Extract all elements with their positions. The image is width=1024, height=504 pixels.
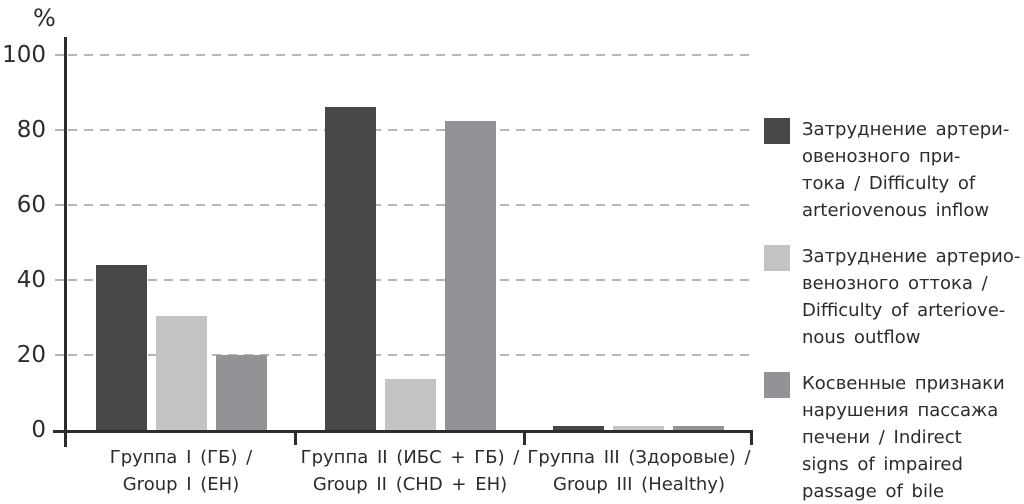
y-axis-tick-60	[55, 204, 65, 206]
legend-label-2: Затруднение артерио-венозного оттока / Di…	[802, 243, 1020, 351]
gridline-40	[68, 279, 753, 281]
bar-group2-series3	[445, 121, 496, 430]
legend-item-2: Затруднение артерио-венозного оттока / Di…	[764, 243, 1024, 351]
legend-item-3: Косвенные признаки нарушения пассажа печен…	[764, 370, 1024, 504]
x-category-label-3: Группа III (Здоровые) / Group III (Health…	[489, 444, 789, 498]
bar-group1-series2	[156, 316, 207, 430]
x-category-label-line: Группа III (Здоровые) /	[527, 447, 751, 468]
y-tick-label-60: 60	[16, 192, 46, 218]
x-axis-tick-2	[523, 433, 526, 445]
legend-label-line: arteriovenous inflow	[802, 200, 990, 221]
y-axis-tick-40	[55, 279, 65, 281]
legend-label-line: тока / Difficulty of	[802, 173, 976, 194]
y-tick-label-100: 100	[2, 42, 46, 68]
legend-label-line: печени / Indirect	[802, 427, 962, 448]
legend-swatch-3	[764, 372, 790, 398]
legend-swatch-1	[764, 118, 790, 144]
bar-group2-series1	[325, 107, 376, 430]
legend-label-line: nous outflow	[802, 327, 921, 348]
x-category-label-line: Group III (Healthy)	[553, 474, 725, 495]
x-category-label-line: Группа II (ИБС + ГБ) /	[300, 447, 520, 468]
x-category-label-line: Group II (CHD + EH)	[312, 474, 508, 495]
legend-label-line: венозного оттока /	[802, 273, 988, 294]
x-axis-line	[53, 430, 753, 433]
legend-item-1: Затруднение артери-овенозного при-тока /…	[764, 116, 1024, 224]
bar-group3-series1	[553, 426, 604, 430]
x-category-label-1: Группа I (ГБ) / Group I (EH)	[31, 444, 331, 498]
bar-group3-series2	[613, 426, 664, 430]
gridline-100	[68, 54, 753, 56]
legend-label-line: signs of impaired	[802, 454, 963, 475]
legend-label-line: Косвенные признаки	[802, 373, 1005, 394]
y-axis-tick-100	[55, 54, 65, 56]
legend-label-line: passage of bile	[802, 481, 945, 502]
y-axis-unit-label: %	[33, 4, 56, 32]
x-axis-tick-3	[750, 433, 753, 445]
y-tick-label-80: 80	[16, 117, 46, 143]
legend-label-line: нарушения пассажа	[802, 400, 999, 421]
bar-group3-series3	[673, 426, 724, 430]
x-axis-tick-1	[294, 433, 297, 445]
y-axis-tick-80	[55, 129, 65, 131]
gridline-60	[68, 204, 753, 206]
x-category-label-line: Группа I (ГБ) /	[109, 447, 253, 468]
legend-swatch-2	[764, 245, 790, 271]
legend-label-line: Затруднение артерио-	[802, 246, 1021, 267]
legend-label-3: Косвенные признаки нарушения пассажа печен…	[802, 370, 1005, 504]
legend-label-line: овенозного при-	[802, 146, 961, 167]
bar-group1-series1	[96, 265, 147, 430]
legend-label-1: Затруднение артери-овенозного при-тока /…	[802, 116, 1009, 224]
x-category-label-2: Группа II (ИБС + ГБ) / Group II (CHD + EH…	[260, 444, 560, 498]
y-tick-label-20: 20	[16, 342, 46, 368]
legend: Затруднение артери-овенозного при-тока /…	[764, 116, 1024, 504]
x-category-label-line: Group I (EH)	[122, 474, 240, 495]
y-tick-label-0: 0	[31, 417, 46, 443]
y-axis-line	[64, 37, 67, 447]
bar-group1-series3	[216, 355, 267, 430]
gridline-80	[68, 129, 753, 131]
legend-label-line: Difficulty of arteriove-	[802, 300, 1006, 321]
bar-group2-series2	[385, 379, 436, 430]
legend-label-line: Затруднение артери-	[802, 119, 1010, 140]
y-tick-label-40: 40	[16, 267, 46, 293]
y-axis-tick-20	[55, 354, 65, 356]
gridline-20	[68, 354, 753, 356]
